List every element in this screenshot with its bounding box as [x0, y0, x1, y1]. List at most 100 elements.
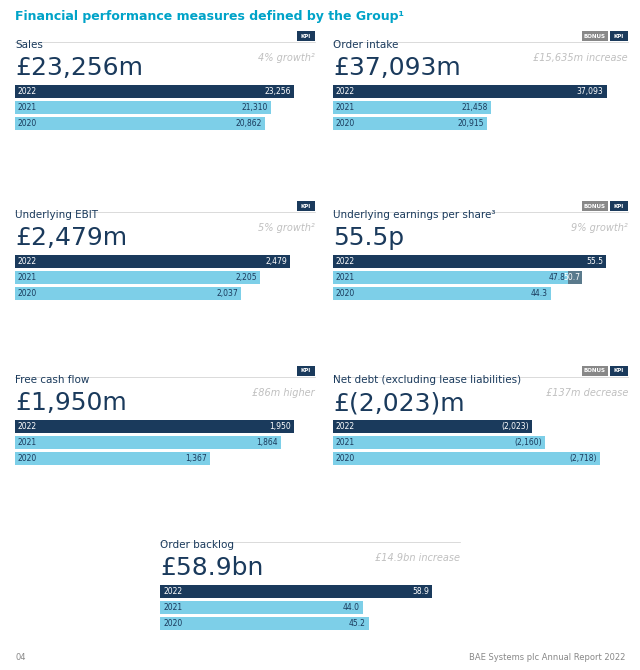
FancyBboxPatch shape	[568, 271, 582, 284]
FancyBboxPatch shape	[15, 287, 241, 300]
FancyBboxPatch shape	[15, 101, 271, 114]
Text: 23,256: 23,256	[264, 87, 291, 96]
Text: 55.5p: 55.5p	[333, 226, 404, 250]
FancyBboxPatch shape	[333, 85, 607, 98]
Text: 2021: 2021	[336, 273, 355, 282]
Text: 55.5: 55.5	[586, 257, 603, 266]
Text: 2022: 2022	[18, 87, 37, 96]
Text: Net debt (excluding lease liabilities): Net debt (excluding lease liabilities)	[333, 375, 521, 385]
Text: £(2,023)m: £(2,023)m	[333, 391, 465, 415]
Text: 2021: 2021	[163, 603, 182, 612]
FancyBboxPatch shape	[15, 436, 282, 449]
FancyBboxPatch shape	[15, 255, 291, 268]
Text: 2021: 2021	[18, 438, 37, 447]
Text: 2020: 2020	[336, 289, 355, 298]
Text: £23,256m: £23,256m	[15, 56, 143, 80]
Text: Sales: Sales	[15, 40, 43, 50]
Text: BONUS: BONUS	[584, 34, 606, 38]
Text: KPI: KPI	[614, 204, 624, 208]
Text: 2022: 2022	[336, 87, 355, 96]
Text: 2,479: 2,479	[266, 257, 287, 266]
Text: 44.3: 44.3	[531, 289, 548, 298]
Text: 2022: 2022	[18, 422, 37, 431]
Text: 47.8: 47.8	[548, 273, 565, 282]
Text: KPI: KPI	[301, 204, 311, 208]
Text: £86m higher: £86m higher	[252, 388, 315, 398]
FancyBboxPatch shape	[15, 452, 211, 465]
Text: 1,864: 1,864	[257, 438, 278, 447]
FancyBboxPatch shape	[160, 601, 363, 614]
FancyBboxPatch shape	[582, 366, 608, 376]
FancyBboxPatch shape	[15, 271, 260, 284]
Text: 44.0: 44.0	[343, 603, 360, 612]
Text: £58.9bn: £58.9bn	[160, 556, 264, 580]
Text: 2020: 2020	[163, 619, 182, 628]
Text: £2,479m: £2,479m	[15, 226, 127, 250]
FancyBboxPatch shape	[15, 85, 294, 98]
FancyBboxPatch shape	[297, 366, 315, 376]
Text: £1,950m: £1,950m	[15, 391, 127, 415]
Text: £37,093m: £37,093m	[333, 56, 461, 80]
Text: 1,367: 1,367	[186, 454, 207, 463]
FancyBboxPatch shape	[333, 420, 532, 433]
Text: 2020: 2020	[18, 289, 37, 298]
FancyBboxPatch shape	[160, 617, 369, 630]
Text: 5% growth²: 5% growth²	[259, 223, 315, 233]
Text: 20,862: 20,862	[236, 119, 262, 128]
Text: 58.9: 58.9	[412, 587, 429, 596]
Text: 2,205: 2,205	[236, 273, 257, 282]
Text: 21,310: 21,310	[241, 103, 268, 112]
FancyBboxPatch shape	[333, 452, 600, 465]
Text: 1,950: 1,950	[269, 422, 291, 431]
Text: 2021: 2021	[18, 273, 37, 282]
Text: BAE Systems plc Annual Report 2022: BAE Systems plc Annual Report 2022	[468, 653, 625, 662]
Text: £15,635m increase: £15,635m increase	[533, 53, 628, 63]
Text: KPI: KPI	[301, 34, 311, 38]
FancyBboxPatch shape	[15, 117, 266, 130]
Text: Order backlog: Order backlog	[160, 540, 234, 550]
Text: 21,458: 21,458	[462, 103, 488, 112]
FancyBboxPatch shape	[333, 117, 487, 130]
Text: 2020: 2020	[18, 454, 37, 463]
Text: 2022: 2022	[336, 257, 355, 266]
Text: KPI: KPI	[614, 34, 624, 38]
Text: 9% growth²: 9% growth²	[572, 223, 628, 233]
Text: 45.2: 45.2	[349, 619, 365, 628]
Text: Underlying EBIT: Underlying EBIT	[15, 210, 98, 220]
Text: Free cash flow: Free cash flow	[15, 375, 90, 385]
Text: 04: 04	[15, 653, 26, 662]
FancyBboxPatch shape	[333, 287, 551, 300]
Text: (2,023): (2,023)	[501, 422, 529, 431]
Text: (2,718): (2,718)	[570, 454, 597, 463]
FancyBboxPatch shape	[582, 201, 608, 211]
FancyBboxPatch shape	[297, 31, 315, 41]
Text: 37,093: 37,093	[577, 87, 604, 96]
Text: 2021: 2021	[336, 103, 355, 112]
FancyBboxPatch shape	[15, 420, 294, 433]
Text: 2021: 2021	[336, 438, 355, 447]
Text: BONUS: BONUS	[584, 369, 606, 373]
Text: 2022: 2022	[163, 587, 182, 596]
Text: 2022: 2022	[336, 422, 355, 431]
FancyBboxPatch shape	[610, 366, 628, 376]
Text: 50.7: 50.7	[563, 273, 580, 282]
Text: 2020: 2020	[18, 119, 37, 128]
FancyBboxPatch shape	[610, 31, 628, 41]
Text: Order intake: Order intake	[333, 40, 398, 50]
FancyBboxPatch shape	[333, 436, 545, 449]
FancyBboxPatch shape	[297, 201, 315, 211]
Text: 2020: 2020	[336, 119, 355, 128]
Text: (2,160): (2,160)	[515, 438, 543, 447]
Text: Underlying earnings per share³: Underlying earnings per share³	[333, 210, 495, 220]
Text: 2020: 2020	[336, 454, 355, 463]
FancyBboxPatch shape	[333, 101, 492, 114]
Text: 20,915: 20,915	[458, 119, 484, 128]
Text: 4% growth²: 4% growth²	[259, 53, 315, 63]
FancyBboxPatch shape	[333, 255, 606, 268]
Text: KPI: KPI	[301, 369, 311, 373]
Text: £137m decrease: £137m decrease	[546, 388, 628, 398]
Text: 2,037: 2,037	[216, 289, 238, 298]
FancyBboxPatch shape	[582, 31, 608, 41]
FancyBboxPatch shape	[160, 585, 432, 598]
FancyBboxPatch shape	[610, 201, 628, 211]
